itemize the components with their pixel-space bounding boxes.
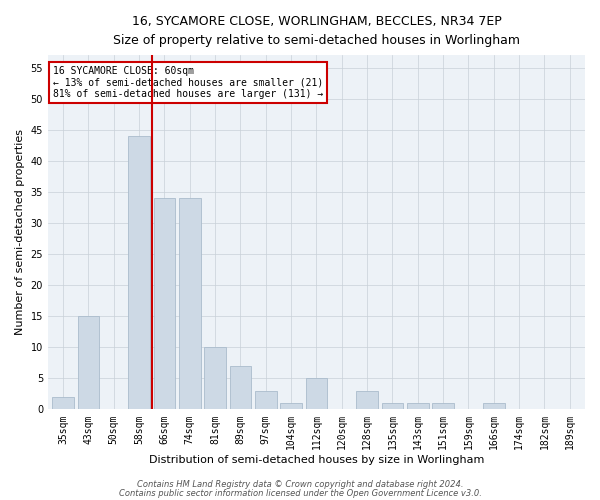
Bar bbox=[483, 403, 505, 409]
X-axis label: Distribution of semi-detached houses by size in Worlingham: Distribution of semi-detached houses by … bbox=[149, 455, 484, 465]
Bar bbox=[280, 403, 302, 409]
Bar bbox=[382, 403, 403, 409]
Text: Contains HM Land Registry data © Crown copyright and database right 2024.: Contains HM Land Registry data © Crown c… bbox=[137, 480, 463, 489]
Bar bbox=[52, 397, 74, 409]
Bar bbox=[255, 390, 277, 409]
Bar bbox=[205, 347, 226, 410]
Y-axis label: Number of semi-detached properties: Number of semi-detached properties bbox=[15, 129, 25, 335]
Title: 16, SYCAMORE CLOSE, WORLINGHAM, BECCLES, NR34 7EP
Size of property relative to s: 16, SYCAMORE CLOSE, WORLINGHAM, BECCLES,… bbox=[113, 15, 520, 47]
Bar bbox=[77, 316, 99, 410]
Bar bbox=[154, 198, 175, 410]
Bar bbox=[179, 198, 200, 410]
Bar bbox=[230, 366, 251, 410]
Text: 16 SYCAMORE CLOSE: 60sqm
← 13% of semi-detached houses are smaller (21)
81% of s: 16 SYCAMORE CLOSE: 60sqm ← 13% of semi-d… bbox=[53, 66, 323, 99]
Bar bbox=[305, 378, 327, 410]
Bar bbox=[356, 390, 378, 409]
Bar bbox=[433, 403, 454, 409]
Bar bbox=[128, 136, 150, 409]
Text: Contains public sector information licensed under the Open Government Licence v3: Contains public sector information licen… bbox=[119, 488, 481, 498]
Bar bbox=[407, 403, 428, 409]
